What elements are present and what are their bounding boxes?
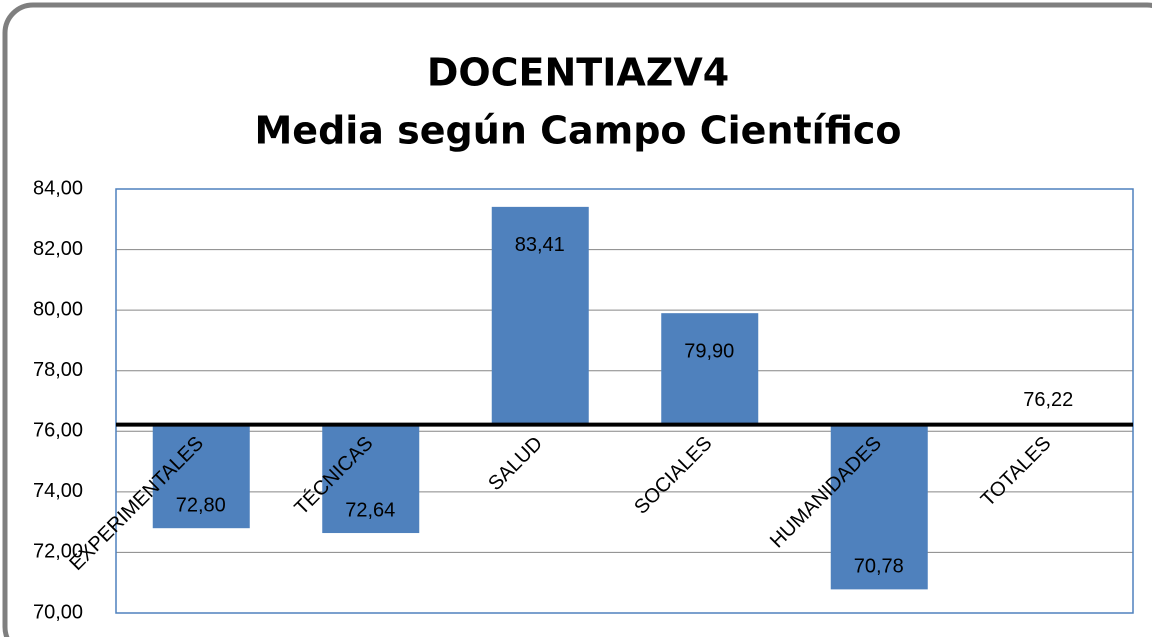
data-label: 72,64 bbox=[345, 499, 395, 521]
plot-area bbox=[116, 189, 1133, 613]
chart-subtitle: Media según Campo Científico bbox=[254, 109, 901, 153]
y-tick-label: 72,00 bbox=[33, 541, 83, 563]
y-tick-label: 78,00 bbox=[33, 359, 83, 381]
bar bbox=[152, 424, 250, 529]
data-label: 70,78 bbox=[854, 556, 904, 578]
bar bbox=[661, 313, 759, 425]
bar bbox=[491, 206, 589, 425]
y-tick-label: 84,00 bbox=[33, 177, 83, 199]
data-label: 76,22 bbox=[1023, 389, 1073, 411]
y-tick-label: 74,00 bbox=[33, 480, 83, 502]
bar bbox=[830, 424, 928, 590]
data-label: 79,90 bbox=[684, 340, 734, 362]
y-tick-label: 76,00 bbox=[33, 420, 83, 442]
plot-border bbox=[115, 188, 1134, 614]
chart-title: DOCENTIAZV4 bbox=[427, 51, 729, 95]
data-label: 72,80 bbox=[176, 494, 226, 516]
y-tick-label: 82,00 bbox=[33, 238, 83, 260]
y-tick-label: 70,00 bbox=[33, 601, 83, 623]
data-label: 83,41 bbox=[515, 234, 565, 256]
y-tick-label: 80,00 bbox=[33, 298, 83, 320]
bar bbox=[322, 424, 420, 534]
